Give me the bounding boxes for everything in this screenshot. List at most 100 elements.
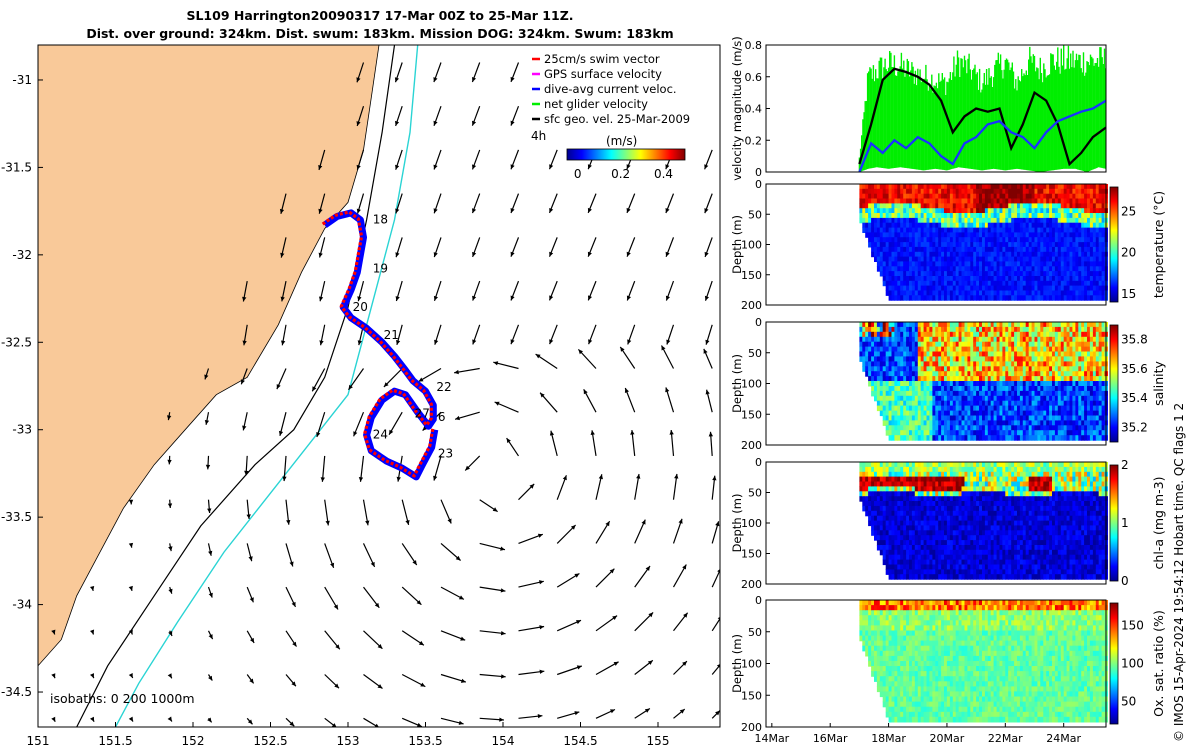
heatmap-cell: [879, 525, 884, 531]
heatmap-cell: [964, 208, 968, 214]
heatmap-cell: [909, 336, 913, 343]
heatmap-cell: [1101, 213, 1106, 219]
heatmap-cell: [891, 227, 895, 233]
heatmap-cell: [900, 285, 904, 291]
heatmap-cell: [876, 376, 881, 382]
heatmap-cell: [862, 471, 866, 478]
heatmap-cell: [1069, 213, 1073, 219]
heatmap-cell: [871, 246, 875, 253]
heatmap-cell: [1040, 435, 1044, 441]
heatmap-cell: [1014, 213, 1018, 219]
heatmap-cell: [1066, 280, 1071, 287]
heatmap-cell: [900, 525, 904, 531]
heatmap-cell: [897, 501, 901, 507]
map-ytick-label: -33: [12, 423, 32, 437]
heatmap-cell: [984, 217, 989, 224]
heatmap-cell: [993, 386, 998, 392]
heatmap-cell: [929, 336, 933, 343]
heatmap-cell: [1022, 376, 1027, 382]
heatmap-cell: [1075, 346, 1079, 353]
heatmap-cell: [944, 208, 948, 214]
heatmap-cell: [906, 390, 910, 397]
colorbar-label: temperature (°C): [1151, 191, 1166, 298]
heatmap-cell: [1037, 251, 1041, 258]
heatmap-cell: [1072, 276, 1076, 282]
heatmap-cell: [970, 351, 974, 357]
heatmap-cell: [967, 405, 971, 412]
heatmap-cell: [1087, 193, 1091, 200]
heatmap-cell: [914, 237, 919, 243]
heatmap-cell: [938, 430, 942, 436]
heatmap-cell: [1057, 208, 1062, 214]
heatmap-cell: [894, 515, 898, 522]
heatmap-cell: [879, 501, 884, 507]
heatmap-cell: [1060, 331, 1065, 338]
heatmap-cell: [976, 390, 980, 397]
heatmap-cell: [920, 361, 925, 367]
heatmap-cell: [906, 232, 910, 238]
heatmap-cell: [1002, 208, 1006, 214]
heatmap-cell: [1005, 295, 1009, 301]
heatmap-cell: [1063, 290, 1068, 296]
heatmap-cell: [1025, 356, 1030, 362]
heatmap-cell: [874, 491, 878, 497]
heatmap-cell: [1057, 271, 1062, 277]
velocity-arrowhead: [90, 629, 95, 635]
heatmap-cell: [987, 425, 992, 431]
heatmap-cell: [970, 213, 974, 219]
heatmap-cell: [941, 193, 945, 200]
heatmap-cell: [1028, 266, 1033, 272]
heatmap-cell: [1078, 261, 1082, 267]
heatmap-cell: [1049, 280, 1053, 287]
heatmap-cell: [1066, 256, 1071, 262]
velocity-arrowhead: [665, 295, 670, 301]
heatmap-cell: [885, 213, 890, 219]
heatmap-cell: [923, 237, 928, 243]
heatmap-cell: [1019, 193, 1024, 200]
heatmap-cell: [1069, 237, 1073, 243]
heatmap-cell: [876, 491, 881, 497]
heatmap-cell: [1040, 295, 1044, 301]
heatmap-cell: [964, 271, 968, 277]
heatmap-cell: [1081, 285, 1085, 291]
heatmap-cell: [1049, 386, 1053, 392]
heatmap-cell: [967, 198, 971, 204]
heatmap-cell: [885, 462, 890, 468]
heatmap-cell: [920, 208, 925, 214]
heatmap-cell: [1060, 217, 1065, 224]
heatmap-cell: [882, 491, 887, 497]
heatmap-cell: [1049, 256, 1053, 262]
heatmap-cell: [903, 232, 907, 238]
heatmap-cell: [1066, 266, 1071, 272]
heatmap-cell: [1054, 208, 1059, 214]
heatmap-cell: [923, 371, 928, 377]
heatmap-cell: [979, 361, 983, 367]
heatmap-cell: [1066, 322, 1071, 328]
heatmap-cell: [1075, 285, 1079, 291]
heatmap-cell: [1043, 386, 1047, 392]
heatmap-cell: [1014, 271, 1018, 277]
heatmap-cell: [982, 361, 986, 367]
heatmap-cell: [914, 361, 919, 367]
heatmap-cell: [882, 510, 887, 517]
map-frame: [37, 44, 721, 728]
heatmap-cell: [946, 371, 951, 377]
heatmap-cell: [1072, 251, 1076, 258]
heatmap-cell: [1019, 322, 1024, 328]
heatmap-cell: [1025, 198, 1030, 204]
heatmap-cell: [1057, 376, 1062, 382]
heatmap-cell: [1017, 193, 1021, 200]
heatmap-cell: [979, 322, 983, 328]
heatmap-cell: [894, 554, 898, 561]
heatmap-cell: [944, 213, 948, 219]
heatmap-cell: [1089, 390, 1094, 397]
heatmap-cell: [1028, 386, 1033, 392]
heatmap-cell: [1054, 198, 1059, 204]
heatmap-cell: [941, 351, 945, 357]
heatmap-cell: [1022, 266, 1027, 272]
heatmap-cell: [993, 400, 998, 407]
heatmap-cell: [1095, 227, 1100, 233]
heatmap-cell: [1011, 376, 1015, 382]
heatmap-cell: [946, 410, 951, 417]
heatmap-cell: [1022, 237, 1027, 243]
